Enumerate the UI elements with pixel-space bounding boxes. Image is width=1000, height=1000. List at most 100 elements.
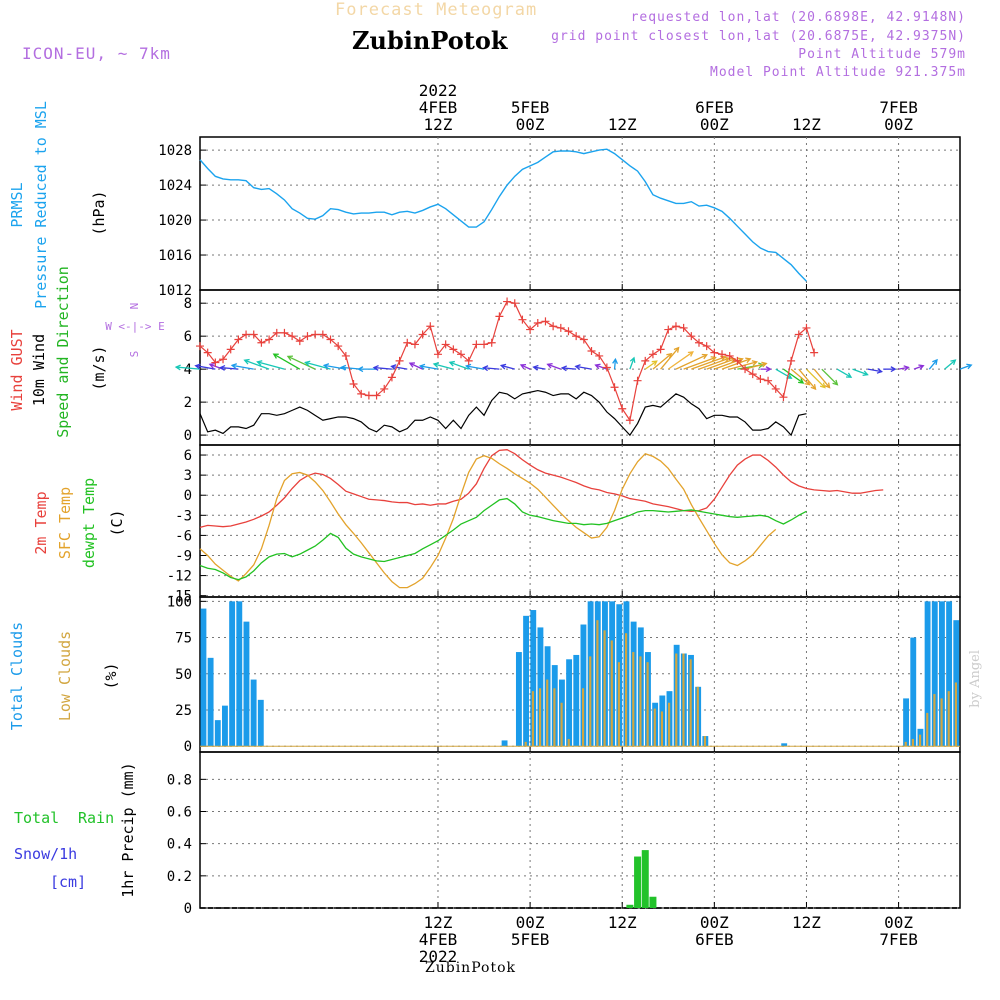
- wind-arrow-head: [701, 353, 709, 360]
- wind-arrow-head: [751, 360, 759, 366]
- gust-marker: [280, 328, 289, 337]
- gust-marker: [572, 332, 581, 341]
- gust-marker: [487, 338, 496, 347]
- wind-arrow: [533, 366, 546, 370]
- wind-ytick-label: 6: [184, 329, 192, 345]
- gust-marker: [410, 340, 419, 349]
- gust-marker: [433, 350, 442, 359]
- wind-ytick-label: 4: [184, 362, 192, 378]
- low-clouds-bar: [689, 659, 692, 747]
- wind-arrow: [836, 368, 852, 378]
- precip-ytick-label: 0.2: [167, 869, 192, 885]
- low-clouds-bar: [668, 702, 671, 747]
- low-clouds-bar: [625, 633, 628, 747]
- gust-marker: [418, 330, 427, 339]
- wind-arrow-head: [194, 363, 201, 370]
- clouds-ytick-label: 0: [184, 739, 192, 755]
- low-clouds-bar: [675, 653, 678, 747]
- gust-marker: [387, 373, 396, 382]
- pressure-ytick-label: 1012: [158, 283, 192, 299]
- gust-marker: [671, 322, 680, 331]
- gust-marker: [457, 350, 466, 359]
- total-clouds-bar: [515, 652, 522, 747]
- bottom-time-label: 12Z: [608, 913, 637, 932]
- gust-marker: [196, 342, 204, 351]
- compass-north: N: [128, 303, 141, 310]
- total-clouds-bar: [573, 654, 580, 747]
- top-time-label: 00Z: [516, 115, 545, 134]
- wind-arrow: [466, 365, 485, 370]
- gust-marker: [211, 358, 220, 367]
- low-clouds-bar: [553, 688, 556, 747]
- top-time-label: 2022: [419, 81, 458, 100]
- gust-marker: [334, 342, 343, 351]
- wind-arrow-head: [918, 364, 925, 370]
- pressure-ytick-label: 1020: [158, 213, 192, 229]
- wind-arrow-head: [357, 366, 364, 373]
- gust-marker: [725, 351, 734, 360]
- total-clouds-bar: [243, 621, 250, 747]
- total-clouds-bar: [222, 705, 228, 747]
- wind-arrow-head: [724, 356, 731, 363]
- gust-marker: [648, 350, 657, 359]
- model-altitude: Model Point Altitude 921.375m: [710, 65, 966, 80]
- low-clouds-bar: [560, 702, 563, 747]
- wind-arrow: [273, 353, 301, 370]
- gust-marker: [741, 365, 750, 374]
- gust-marker: [303, 332, 312, 341]
- total-clouds-bar: [214, 720, 221, 747]
- wind-arrow-head: [819, 382, 826, 389]
- gust-marker: [718, 350, 727, 359]
- pressure-label-msl: Pressure Reduced to MSL: [32, 101, 50, 309]
- wind-arrow: [706, 358, 736, 370]
- wind-arrow-head: [560, 365, 568, 372]
- wind-arrow-head: [832, 379, 839, 386]
- temperature-ytick-label: -15: [167, 589, 192, 605]
- gust-marker: [518, 315, 527, 324]
- bottom-time-label: 5FEB: [511, 930, 550, 949]
- low-clouds-bar: [538, 688, 542, 747]
- gust-marker: [395, 356, 404, 365]
- gust-marker: [242, 330, 251, 339]
- total-clouds-bar: [566, 659, 573, 747]
- clouds-ytick-label: 75: [175, 631, 192, 647]
- wind-arrow: [660, 347, 680, 370]
- gust-marker: [480, 340, 489, 349]
- gust-marker: [610, 383, 619, 392]
- top-time-label: 6FEB: [695, 98, 734, 117]
- low-clouds-bar: [589, 656, 592, 747]
- low-clouds-bar: [696, 686, 699, 747]
- wind-arrow-head: [890, 366, 897, 373]
- gust-marker: [203, 348, 212, 357]
- top-time-label: 00Z: [884, 115, 913, 134]
- model-label: ICON-EU, ~ 7km: [22, 44, 171, 63]
- gust-marker: [541, 317, 550, 326]
- wind-ytick-label: 0: [184, 428, 192, 444]
- low-clouds-bar: [653, 708, 656, 747]
- temperature-ytick-label: 3: [184, 468, 192, 484]
- gust-marker: [625, 416, 634, 425]
- total-clouds-bar: [501, 740, 508, 747]
- gust-marker: [794, 330, 803, 339]
- total-clouds-label: Total Clouds: [8, 622, 26, 730]
- wind-arrow: [501, 364, 515, 370]
- pressure-label-prmsl: PRMSL: [8, 182, 26, 227]
- gust-marker: [403, 338, 412, 347]
- temp-unit-label: (C): [108, 509, 126, 536]
- pressure-line: [199, 148, 807, 282]
- gust-marker: [656, 345, 665, 354]
- gust-marker: [426, 322, 435, 331]
- low-clouds-bar: [596, 620, 599, 747]
- temp-dewpt-label: dewpt Temp: [80, 478, 98, 568]
- wind-arrow-head: [286, 355, 293, 361]
- gust-marker: [679, 323, 688, 332]
- wind-arrow-head: [408, 362, 415, 368]
- wind-ytick-label: 2: [184, 395, 192, 411]
- wind-arrow-head: [673, 346, 680, 353]
- wind-arrow: [675, 354, 708, 370]
- top-time-label: 00Z: [700, 115, 729, 134]
- wind-arrow-head: [810, 384, 817, 391]
- wind-arrow: [867, 368, 882, 373]
- low-clouds-bar: [582, 688, 585, 747]
